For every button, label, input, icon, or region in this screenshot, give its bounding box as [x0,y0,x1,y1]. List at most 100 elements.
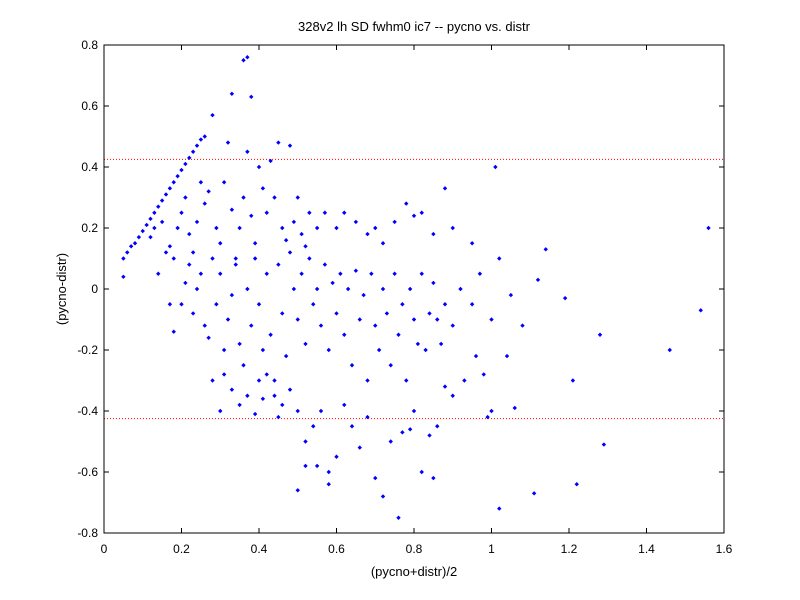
data-point [245,149,250,154]
data-point [237,225,242,231]
data-point [314,463,320,469]
data-point [295,317,300,322]
x-tick-label: 0 [101,542,108,556]
data-point [462,378,467,383]
data-point [221,180,227,185]
data-point [237,402,242,408]
data-point [241,363,246,368]
data-point [373,475,378,481]
data-point [249,213,254,218]
data-point [330,280,335,286]
y-tick-label: 0 [91,282,98,296]
data-point [268,332,273,337]
data-point [175,173,180,179]
plot-area [104,45,724,533]
data-point [435,317,440,322]
data-point [198,271,204,276]
x-tick-label: 0.4 [251,542,268,556]
data-point [489,408,494,414]
data-point [357,317,362,322]
data-point [276,262,281,267]
data-point [365,231,370,237]
data-point [504,353,510,359]
data-point [481,372,486,377]
data-point [221,372,227,377]
data-point [206,189,211,194]
data-point [295,195,300,200]
data-points [121,55,711,520]
data-point [156,271,161,276]
data-point [419,271,424,276]
data-point [210,378,215,383]
data-point [229,292,235,298]
threshold-lines [104,158,724,420]
data-point [667,347,672,353]
data-point [252,256,258,261]
data-point [214,302,219,307]
data-point [384,311,390,316]
data-point [303,463,308,469]
data-point [477,271,483,276]
data-point [152,210,157,215]
data-point [380,494,386,499]
data-point [404,201,409,206]
axis-ticks: 0 0.2 0.4 0.6 0.8 1 1.2 1.4 1.6 -0.8 -0.6 -0.4 -0.2 0… [77,38,732,556]
data-point [241,195,246,200]
data-point [531,491,537,496]
data-point [419,469,424,475]
data-point [597,332,603,337]
data-point [194,219,200,225]
data-point [442,302,448,307]
data-point [423,347,428,353]
data-point [190,311,196,316]
data-point [373,323,378,328]
data-point [245,55,250,60]
data-point [411,408,417,414]
data-point [334,225,339,231]
data-point [303,439,308,444]
data-point [260,396,266,401]
data-point [318,408,324,414]
data-point [291,219,297,225]
y-tick-label: -0.4 [77,404,98,418]
data-point [214,225,219,231]
data-point [167,244,173,249]
data-point [345,286,351,292]
data-point [342,332,347,337]
data-point [407,427,413,432]
data-point [353,268,359,273]
data-point [392,219,397,225]
data-point [252,241,258,246]
data-point [307,210,312,215]
data-point [400,302,405,307]
data-point [299,231,304,237]
data-point [431,475,436,481]
data-point [442,384,448,389]
data-point [245,393,250,398]
data-point [283,238,289,243]
data-point [438,341,444,347]
data-point [280,402,285,408]
x-axis-label: (pycno+distr)/2 [371,564,457,579]
data-point [264,271,269,276]
data-point [287,250,293,255]
data-point [183,161,188,167]
data-point [179,302,184,307]
x-tick-label: 1.4 [638,542,655,556]
data-point [342,210,347,215]
data-point [303,244,308,249]
data-point [194,143,200,148]
data-point [392,271,397,276]
data-point [508,292,514,298]
x-tick-label: 1.2 [561,542,578,556]
data-point [280,311,285,316]
x-tick-label: 1.6 [716,542,733,556]
data-point [338,271,343,276]
data-point [291,286,297,292]
data-point [163,250,169,255]
data-point [249,323,254,328]
y-tick-label: 0.8 [81,38,98,52]
data-point [299,271,304,276]
data-point [442,186,448,191]
data-point [357,445,362,450]
